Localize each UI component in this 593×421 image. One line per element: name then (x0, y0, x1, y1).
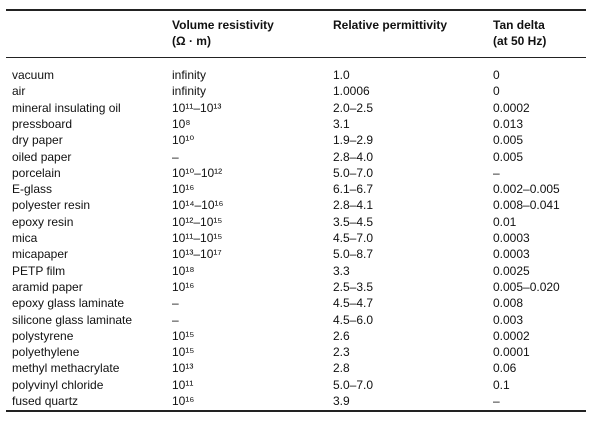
cell-value: 4.5–4.7 (333, 296, 374, 311)
cell-value: 10¹⁸ (172, 263, 195, 278)
cell-value: 0.013 (493, 116, 524, 131)
cell-value: 10¹⁶ (172, 394, 195, 408)
material-name: epoxy resin (12, 214, 74, 229)
cell-value: 2.8–4.0 (333, 149, 374, 164)
cell-value: 10¹³ (172, 361, 194, 376)
cell-value: 1.0006 (333, 84, 370, 99)
cell-value: 10¹⁶ (172, 279, 195, 294)
cell-value: – (493, 165, 500, 180)
cell-value: 0.06 (493, 361, 517, 376)
material-name: polyester resin (12, 198, 91, 213)
cell-value: 10¹¹–10¹³ (172, 100, 222, 115)
cell-value: 0.005 (493, 133, 524, 148)
material-name: porcelain (12, 165, 61, 180)
column-header: (at 50 Hz) (493, 34, 547, 48)
cell-value: 5.0–7.0 (333, 165, 374, 180)
cell-value: 0.0001 (493, 345, 530, 360)
cell-value: 10¹¹–10¹⁵ (172, 231, 223, 245)
cell-value: 0.0003 (493, 231, 530, 245)
cell-value: 0.005 (493, 149, 524, 164)
cell-value: 2.3 (333, 345, 350, 360)
material-name: polyvinyl chloride (12, 377, 104, 392)
cell-value: 10¹⁵ (172, 328, 195, 343)
cell-value: 6.1–6.7 (333, 182, 374, 197)
cell-value: 0.008 (493, 296, 524, 311)
cell-value: 5.0–8.7 (333, 247, 374, 262)
cell-value: 10¹⁰–10¹² (172, 165, 223, 180)
cell-value: 2.5–3.5 (333, 279, 374, 294)
material-name: mica (12, 231, 38, 245)
cell-value: 4.5–6.0 (333, 312, 374, 327)
cell-value: 4.5–7.0 (333, 231, 374, 245)
cell-value: 3.1 (333, 116, 350, 131)
cell-value: 1.0 (333, 68, 350, 82)
cell-value: – (172, 296, 179, 311)
cell-value: 0.01 (493, 214, 517, 229)
cell-value: 2.8–4.1 (333, 198, 374, 213)
cell-value: 0.0025 (493, 263, 530, 278)
material-name: polystyrene (12, 328, 74, 343)
material-name: micapaper (12, 247, 69, 262)
material-name: air (12, 84, 26, 99)
material-name: oiled paper (12, 149, 72, 164)
material-name: vacuum (12, 68, 55, 82)
material-name: silicone glass laminate (12, 312, 133, 327)
cell-value: 2.8 (333, 361, 350, 376)
cell-value: 0 (493, 68, 500, 82)
cell-value: 10¹¹ (172, 377, 194, 392)
material-name: dry paper (12, 133, 63, 148)
cell-value: – (172, 149, 179, 164)
bottom-rule (6, 410, 586, 412)
material-name: epoxy glass laminate (12, 296, 125, 311)
cell-value: 3.9 (333, 394, 350, 408)
cell-value: 10¹⁵ (172, 345, 195, 360)
material-name: polyethylene (12, 345, 80, 360)
cell-value: 0.0003 (493, 247, 530, 262)
cell-value: 1.9–2.9 (333, 133, 374, 148)
column-header: Relative permittivity (333, 18, 448, 32)
cell-value: 0.0002 (493, 328, 530, 343)
cell-value: 2.6 (333, 328, 350, 343)
cell-value: 10¹⁶ (172, 182, 195, 197)
cell-value: 0 (493, 84, 500, 99)
cell-value: 2.0–2.5 (333, 100, 374, 115)
cell-value: – (172, 312, 179, 327)
cell-value: 10¹²–10¹⁵ (172, 214, 223, 229)
cell-value: 10⁸ (172, 116, 191, 131)
cell-value: 10¹⁴–10¹⁶ (172, 198, 224, 213)
top-rule (6, 9, 586, 11)
cell-value: 10¹³–10¹⁷ (172, 247, 222, 262)
cell-value: infinity (172, 68, 207, 82)
material-name: PETP film (12, 263, 66, 278)
cell-value: 0.002–0.005 (493, 182, 560, 197)
material-name: E-glass (12, 182, 53, 197)
header-rule (6, 57, 586, 58)
material-name: fused quartz (12, 394, 79, 408)
cell-value: 0.0002 (493, 100, 530, 115)
cell-value: infinity (172, 84, 207, 99)
column-header: Volume resistivity (172, 18, 274, 32)
column-header: Tan delta (493, 18, 545, 32)
cell-value: 10¹⁰ (172, 133, 195, 148)
cell-value: 0.1 (493, 377, 510, 392)
cell-value: – (493, 394, 500, 408)
material-name: aramid paper (12, 279, 83, 294)
cell-value: 0.005–0.020 (493, 279, 560, 294)
material-name: mineral insulating oil (12, 100, 121, 115)
cell-value: 0.008–0.041 (493, 198, 560, 213)
material-name: pressboard (12, 116, 73, 131)
cell-value: 5.0–7.0 (333, 377, 374, 392)
material-name: methyl methacrylate (12, 361, 120, 376)
cell-value: 3.3 (333, 263, 350, 278)
column-header: (Ω · m) (172, 34, 211, 48)
cell-value: 0.003 (493, 312, 524, 327)
cell-value: 3.5–4.5 (333, 214, 374, 229)
